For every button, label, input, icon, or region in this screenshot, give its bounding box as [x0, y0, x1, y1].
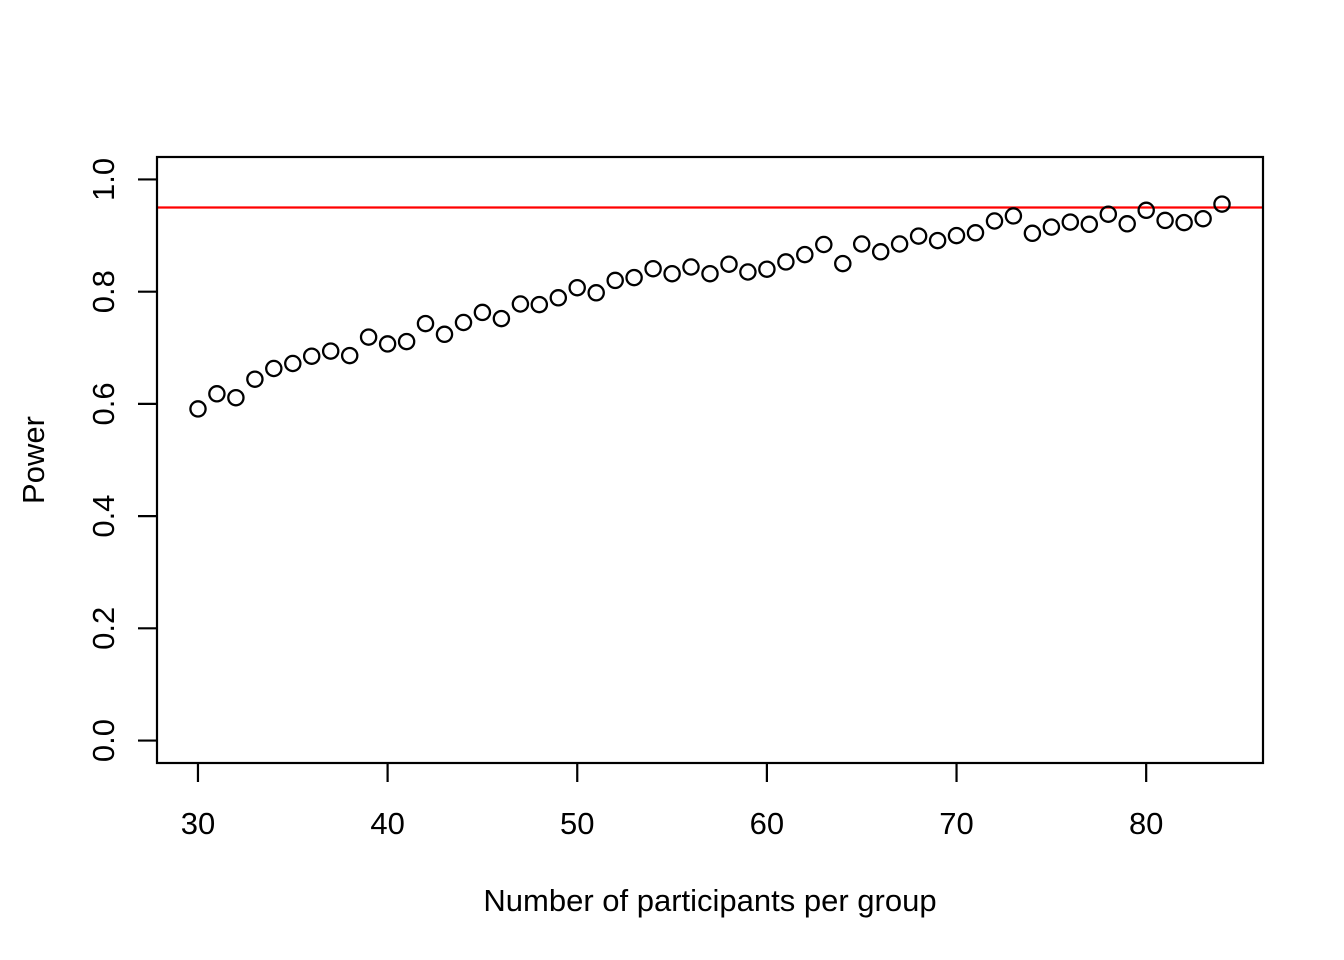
data-point — [739, 263, 757, 281]
data-point — [947, 226, 966, 245]
data-point — [796, 245, 814, 264]
x-tick-label: 50 — [560, 806, 594, 841]
data-point — [1061, 213, 1080, 231]
data-point — [1175, 213, 1193, 232]
data-point — [1023, 224, 1042, 243]
y-tick-label: 0.0 — [86, 719, 121, 762]
data-point — [340, 346, 359, 365]
data-point — [1213, 195, 1231, 213]
data-point — [625, 268, 643, 287]
data-point — [265, 359, 283, 378]
data-point — [928, 231, 947, 250]
plot-box — [155, 155, 1265, 765]
y-axis-ticks: 0.0 0.2 0.4 0.6 0.8 1.0 — [86, 158, 157, 762]
data-point — [777, 253, 795, 271]
x-axis-title: Number of participants per group — [483, 883, 936, 918]
data-point — [1080, 215, 1099, 234]
data-point — [701, 264, 719, 283]
data-point — [966, 224, 985, 242]
data-point — [1137, 201, 1155, 220]
data-points — [189, 195, 1231, 418]
y-tick-label: 0.4 — [86, 495, 121, 538]
y-tick-label: 0.8 — [86, 270, 121, 313]
data-point — [720, 255, 738, 273]
data-point — [321, 342, 340, 360]
data-point — [189, 400, 207, 418]
y-tick-label: 0.2 — [86, 607, 121, 650]
data-point — [1156, 211, 1174, 230]
y-tick-label: 0.6 — [86, 382, 121, 425]
data-point — [1118, 215, 1136, 233]
x-tick-label: 30 — [181, 806, 215, 841]
data-point — [871, 243, 890, 261]
data-point — [890, 235, 909, 253]
data-point — [416, 314, 435, 333]
data-point — [511, 295, 530, 313]
data-point — [1099, 205, 1118, 223]
data-point — [909, 227, 928, 245]
data-point — [682, 258, 700, 276]
data-point — [1042, 218, 1061, 236]
data-point — [758, 260, 776, 278]
x-tick-label: 80 — [1129, 806, 1163, 841]
data-point — [359, 328, 378, 346]
x-axis-ticks: 30 40 50 60 70 80 — [181, 763, 1163, 841]
x-tick-label: 60 — [750, 806, 784, 841]
data-point — [378, 335, 397, 353]
data-point — [985, 212, 1004, 230]
x-tick-label: 40 — [370, 806, 404, 841]
y-tick-label: 1.0 — [86, 158, 121, 201]
data-point — [606, 271, 624, 290]
data-point — [815, 235, 833, 254]
data-point — [549, 289, 568, 307]
data-point — [568, 278, 586, 297]
data-point — [246, 370, 264, 388]
data-point — [492, 309, 511, 328]
data-point — [530, 295, 549, 314]
data-point — [302, 347, 321, 365]
data-point — [435, 325, 454, 344]
x-tick-label: 70 — [939, 806, 973, 841]
data-point — [284, 354, 302, 373]
data-point — [454, 313, 473, 332]
data-point — [473, 303, 492, 322]
data-point — [587, 284, 605, 302]
data-point — [1194, 209, 1212, 228]
data-point — [227, 388, 245, 407]
data-point — [1004, 207, 1023, 225]
data-point — [397, 332, 416, 351]
data-point — [208, 385, 226, 403]
data-point — [852, 235, 871, 253]
data-point — [663, 264, 681, 283]
y-axis-title: Power — [16, 416, 51, 504]
data-point — [644, 259, 662, 278]
data-point — [834, 254, 852, 273]
